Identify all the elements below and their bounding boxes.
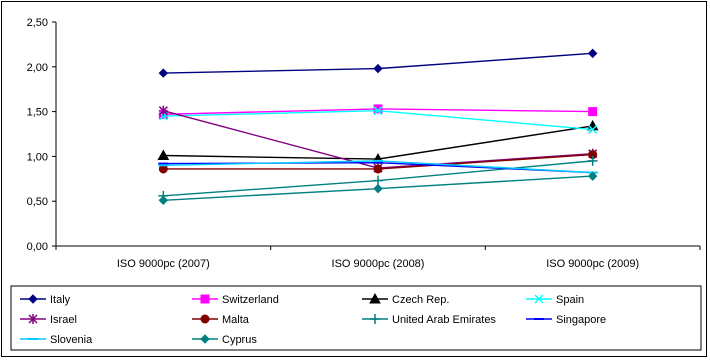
legend-entry-italy: Italy [20, 294, 71, 306]
data-point-italy [373, 63, 383, 74]
legend-label: Cyprus [222, 334, 257, 346]
series-line-spain [163, 110, 593, 131]
legend-entry-singapore: Singapore [526, 314, 606, 326]
legend-entry-switzerland: Switzerland [192, 294, 279, 306]
legend-label: Malta [222, 314, 250, 326]
legend-label: Singapore [556, 314, 606, 326]
data-point-israel [158, 105, 168, 116]
y-tick-label: 2,50 [27, 17, 48, 29]
data-point-united-arab-emirates [587, 155, 598, 166]
data-point-spain [588, 124, 598, 135]
legend-label: Israel [50, 314, 77, 326]
y-tick-label: 1,50 [27, 107, 48, 119]
legend: Italy Switzerland Czech Rep. Spain Israel Mal… [10, 285, 702, 351]
y-tick-label: 1,00 [27, 151, 48, 163]
data-point-cyprus [373, 183, 383, 194]
y-tick-label: 0,50 [27, 196, 48, 208]
legend-entry-czech-rep: Czech Rep. [362, 292, 449, 306]
legend-entry-israel: Israel [20, 314, 77, 326]
legend-entry-spain: Spain [526, 294, 584, 306]
data-point-czech-rep [157, 149, 170, 161]
legend-label: Spain [556, 294, 584, 306]
data-point-cyprus [158, 195, 169, 206]
legend-box [10, 285, 702, 351]
legend-marker-czech-rep [369, 292, 381, 304]
series-cyprus [158, 171, 598, 206]
legend-marker-italy [28, 294, 38, 304]
legend-marker-united-arab-emirates [370, 314, 380, 324]
legend-marker-cyprus [200, 334, 210, 344]
data-point-italy [158, 68, 169, 78]
legend-marker-switzerland [200, 294, 210, 304]
legend-label: Italy [50, 294, 71, 306]
y-tick-label: 0,00 [27, 241, 48, 253]
x-tick-label: ISO 9000pc (2008) [332, 258, 425, 270]
legend-label: Czech Rep. [392, 294, 449, 306]
data-point-united-arab-emirates [373, 175, 383, 186]
legend-marker-spain [534, 294, 544, 304]
x-tick-label: ISO 9000pc (2007) [117, 258, 210, 270]
data-point-malta [373, 164, 383, 174]
legend-entry-united-arab-emirates: United Arab Emirates [362, 314, 496, 326]
data-point-cyprus [587, 171, 598, 181]
x-tick-label: ISO 9000pc (2009) [546, 258, 639, 270]
legend-marker-israel [28, 314, 38, 324]
data-point-switzerland [588, 107, 598, 117]
legend-label: Slovenia [50, 334, 93, 346]
series-italy [158, 48, 598, 78]
series-layer [157, 48, 599, 206]
legend-entry-cyprus: Cyprus [192, 334, 257, 346]
chart-axes: 0,00 0,50 1,00 1,50 2,00 2,50 ISO 9000pc (2007… [27, 17, 701, 270]
legend-marker-malta [200, 314, 210, 324]
data-point-italy [587, 48, 598, 59]
legend-entry-malta: Malta [192, 314, 250, 326]
legend-label: Switzerland [222, 294, 279, 306]
y-tick-label: 2,00 [27, 62, 48, 74]
data-point-spain [373, 106, 383, 116]
data-point-switzerland [373, 104, 383, 114]
series-malta [158, 150, 598, 174]
legend-label: United Arab Emirates [392, 314, 496, 326]
series-spain [158, 106, 598, 135]
legend-entry-slovenia: Slovenia [20, 334, 93, 346]
